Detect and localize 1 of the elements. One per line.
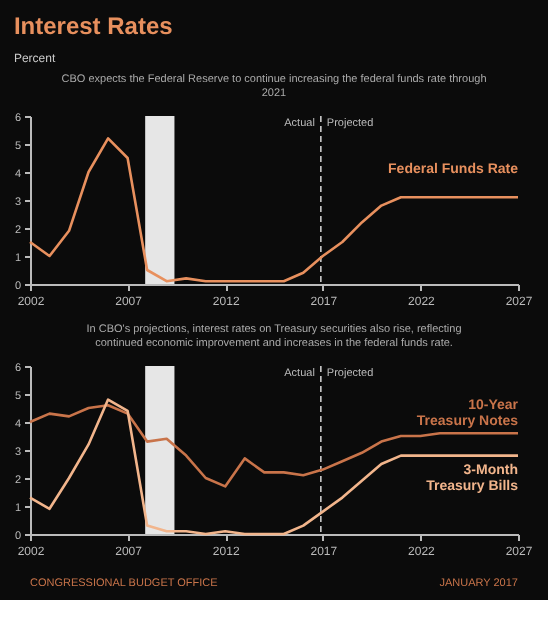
chart-title: Interest Rates xyxy=(13,11,174,40)
